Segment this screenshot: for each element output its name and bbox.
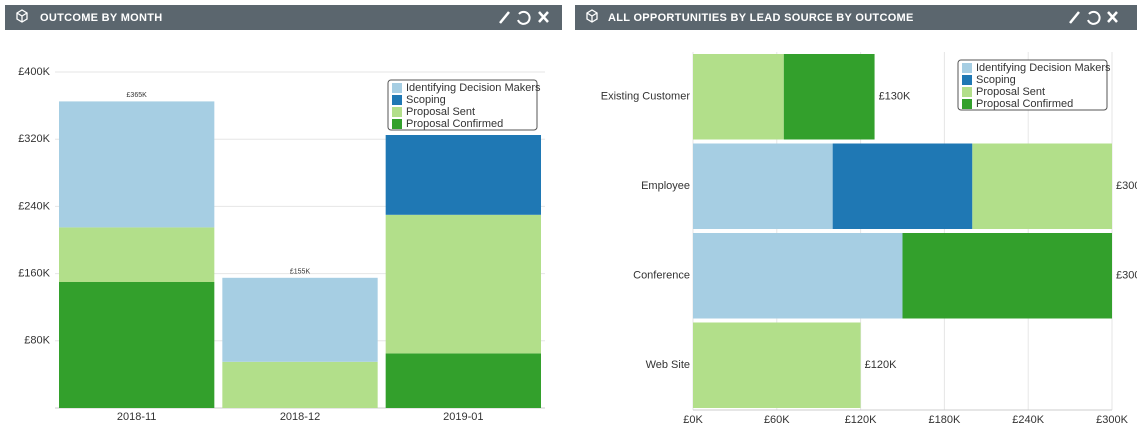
legend-label: Proposal Confirmed (406, 118, 503, 130)
total-label: £300K (1116, 180, 1137, 192)
total-label: £130K (879, 91, 911, 103)
x-tick-label: £60K (764, 414, 790, 426)
legend-swatch (962, 63, 972, 73)
legend-swatch (962, 87, 972, 97)
bar-segment (59, 282, 215, 408)
bar-segment (693, 143, 833, 229)
bar-segment (693, 322, 861, 408)
refresh-icon[interactable] (517, 10, 1101, 25)
y-tick-label: £400K (18, 66, 50, 78)
edit-icon[interactable] (499, 11, 1080, 24)
legend-box (387, 79, 538, 131)
legend-label: Scoping (976, 74, 1016, 86)
bar-segment (902, 233, 1112, 319)
panel-header (5, 5, 562, 30)
x-tick-label: 2018-12 (280, 411, 320, 423)
total-label: £365K (127, 92, 148, 99)
bar-segment (385, 214, 541, 354)
bar-segment (385, 135, 541, 215)
y-tick-label: Existing Customer (601, 91, 691, 103)
legend-swatch (962, 99, 972, 109)
y-tick-label: £160K (18, 268, 50, 280)
x-tick-label: £120K (845, 414, 877, 426)
x-tick-label: £180K (928, 414, 960, 426)
bar-segment (222, 277, 378, 362)
legend-label: Identifying Decision Makers (976, 62, 1111, 74)
total-label: £155K (290, 269, 311, 276)
panel-icon (16, 9, 598, 23)
legend-label: Proposal Confirmed (976, 98, 1073, 110)
bar-segment (222, 361, 378, 408)
panel-header (575, 5, 1137, 30)
bar-segment (59, 227, 215, 282)
y-tick-label: £240K (18, 200, 50, 212)
legend-swatch (392, 95, 402, 105)
x-tick-label: 2019-01 (443, 411, 483, 423)
total-label: £120K (865, 359, 897, 371)
bar-segment (783, 54, 875, 140)
y-tick-label: Employee (641, 180, 690, 192)
bar-segment (693, 233, 903, 319)
bar-segment (832, 143, 973, 229)
close-icon[interactable] (538, 11, 1118, 23)
x-tick-label: 2018-11 (117, 411, 157, 423)
y-tick-label: Conference (633, 270, 690, 282)
y-tick-label: £320K (18, 133, 50, 145)
bar-segment (385, 353, 541, 408)
bar-segment (59, 101, 215, 228)
x-tick-label: £240K (1012, 414, 1044, 426)
panel-title: OUTCOME BY MONTH (40, 12, 163, 24)
legend-label: Proposal Sent (406, 106, 475, 118)
bar-segment (972, 143, 1112, 229)
bar-segment (693, 54, 784, 140)
legend-label: Scoping (406, 94, 446, 106)
legend-swatch (392, 107, 402, 117)
legend-label: Proposal Sent (976, 86, 1045, 98)
y-tick-label: Web Site (646, 359, 690, 371)
x-tick-label: £0K (683, 414, 703, 426)
total-label: £300K (1116, 270, 1137, 282)
legend-swatch (392, 119, 402, 129)
y-tick-label: £80K (24, 335, 50, 347)
legend-label: Identifying Decision Makers (406, 82, 541, 94)
x-tick-label: £300K (1096, 414, 1128, 426)
legend-swatch (962, 75, 972, 85)
legend-box (957, 59, 1108, 111)
panel-title: ALL OPPORTUNITIES BY LEAD SOURCE BY OUTC… (608, 12, 914, 24)
legend-swatch (392, 83, 402, 93)
